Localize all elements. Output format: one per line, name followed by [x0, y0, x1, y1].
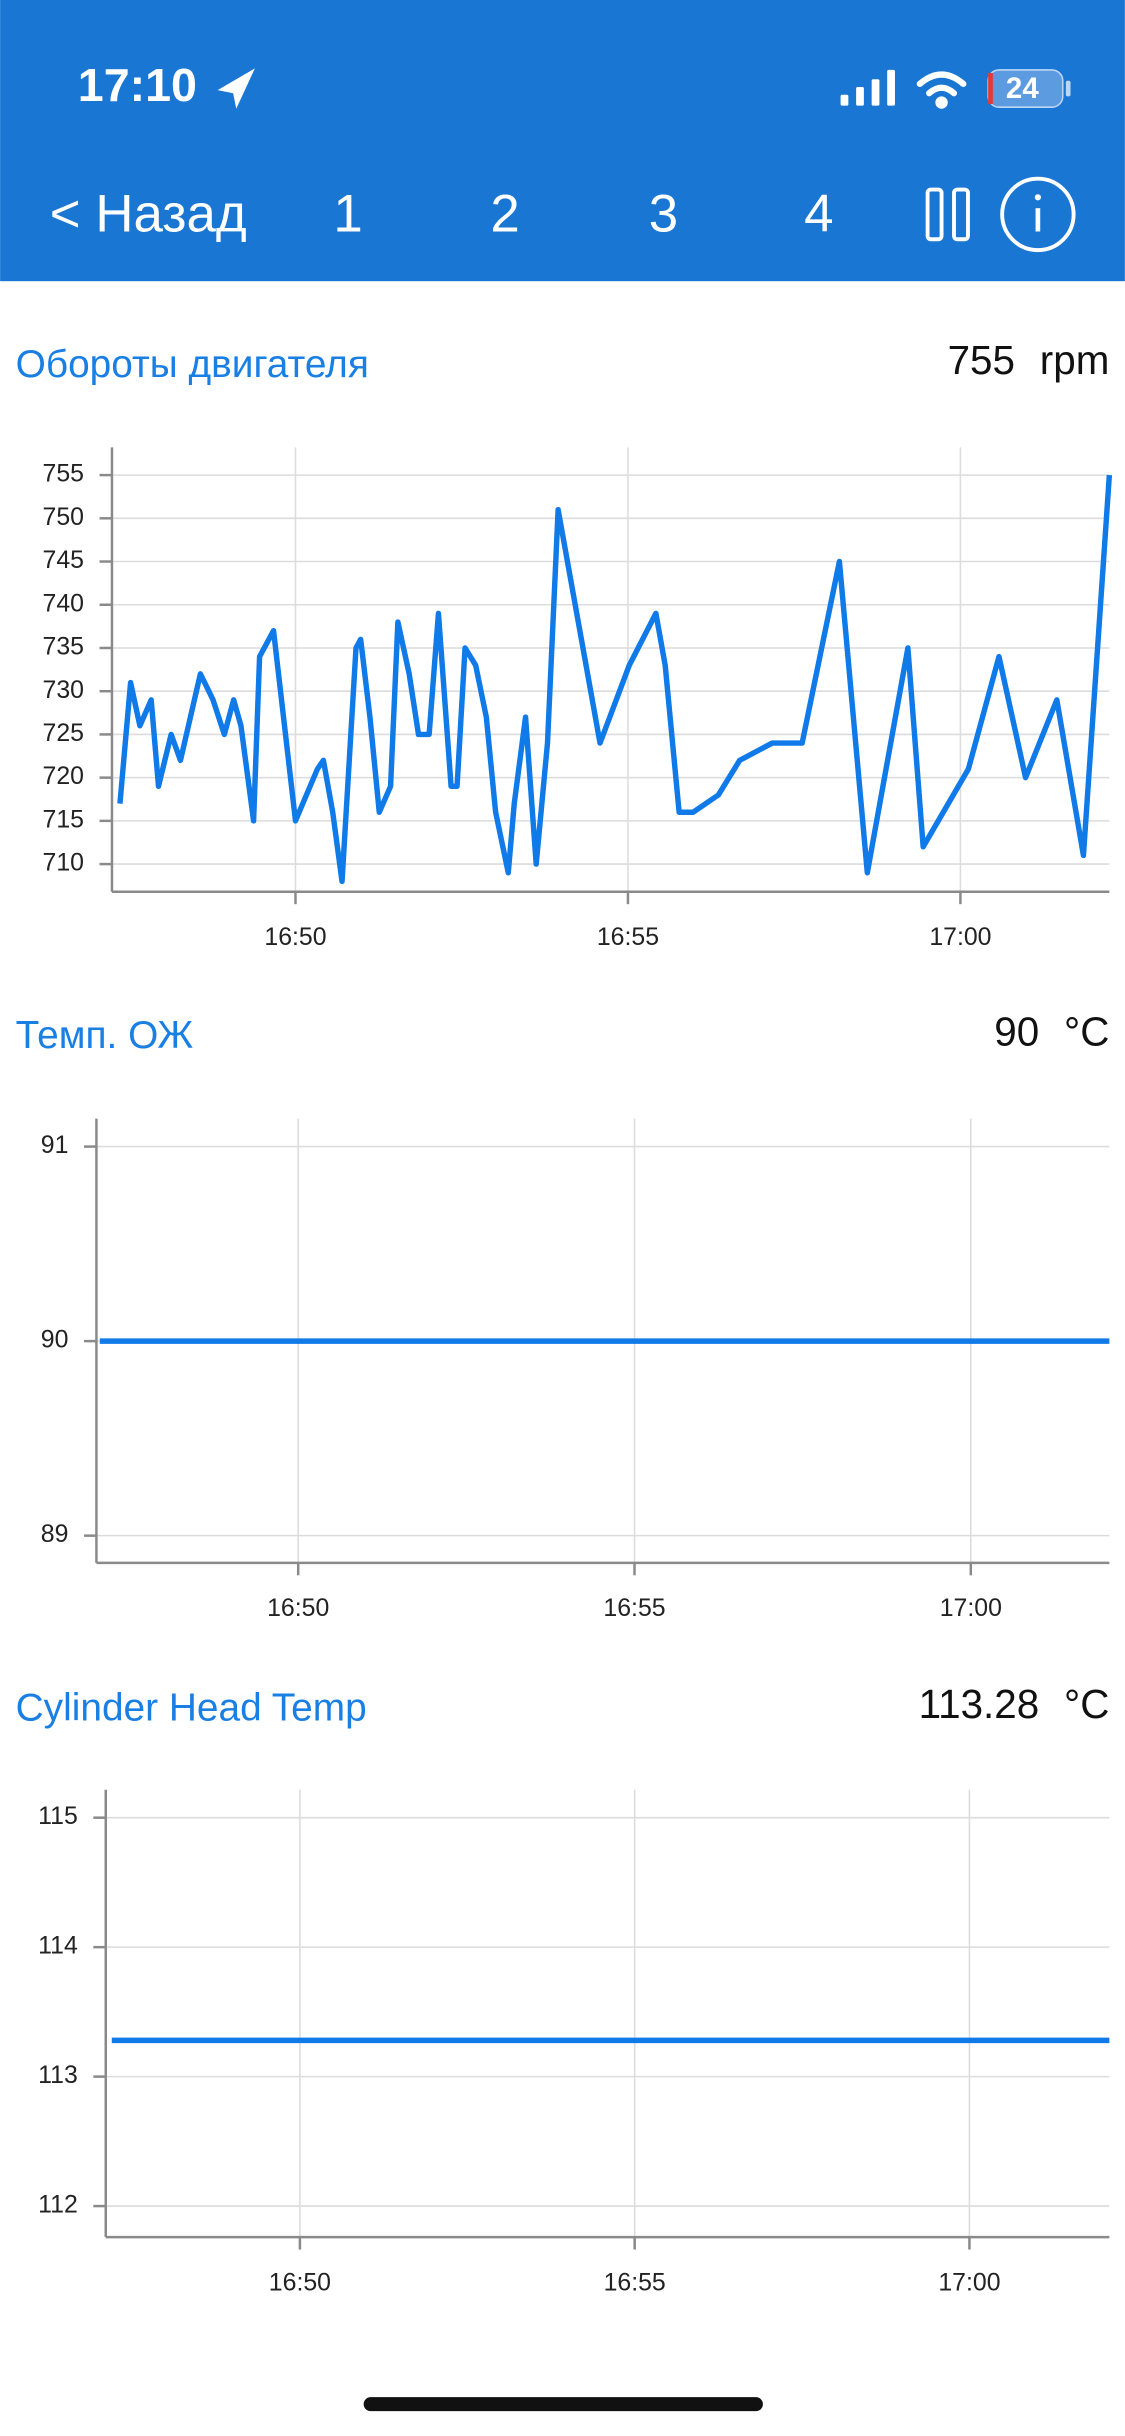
pause-button[interactable]	[925, 187, 970, 242]
y-tick-label: 740	[43, 590, 84, 617]
app-bar	[0, 0, 1125, 282]
y-tick-label: 725	[43, 720, 84, 747]
tab[interactable]: 1	[333, 184, 362, 243]
y-tick-label: 715	[43, 806, 84, 833]
status-time: 17:10	[78, 59, 197, 111]
back-button[interactable]: < Назад	[50, 184, 247, 243]
signal-icon	[840, 69, 895, 106]
x-tick-label: 16:50	[267, 1595, 329, 1622]
location-icon	[217, 68, 255, 109]
x-tick-label: 17:00	[940, 1595, 1002, 1622]
tab[interactable]: 2	[490, 184, 519, 243]
tab[interactable]: 3	[649, 184, 678, 243]
x-tick-label: 16:50	[269, 2269, 331, 2296]
chart-title: Обороты двигателя	[16, 343, 369, 386]
wifi-icon	[916, 71, 967, 109]
y-tick-label: 114	[38, 1933, 78, 1960]
y-tick-label: 89	[41, 1521, 69, 1548]
x-tick-label: 17:00	[929, 924, 991, 951]
tab[interactable]: 4	[804, 184, 833, 243]
current-value: 113.28	[919, 1681, 1040, 1727]
y-tick-label: 720	[43, 763, 84, 790]
y-tick-label: 90	[41, 1327, 69, 1354]
y-tick-label: 112	[38, 2192, 78, 2219]
x-tick-label: 16:55	[597, 924, 659, 951]
y-tick-label: 710	[43, 850, 84, 877]
current-value: 755	[948, 337, 1015, 383]
info-button[interactable]	[1000, 176, 1076, 253]
battery-level	[988, 73, 993, 105]
data-line	[117, 474, 1113, 885]
chart-title: Темп. ОЖ	[16, 1014, 194, 1057]
y-tick-label: 115	[38, 1803, 78, 1830]
y-tick-label: 745	[43, 547, 84, 574]
x-tick-label: 16:55	[604, 2269, 666, 2296]
y-tick-label: 730	[43, 677, 84, 704]
battery-text: 24	[1006, 72, 1039, 105]
y-tick-label: 750	[43, 504, 84, 531]
unit: rpm	[1040, 337, 1110, 383]
y-tick-label: 735	[43, 634, 84, 661]
y-tick-label: 755	[43, 461, 84, 488]
x-tick-label: 16:50	[264, 924, 326, 951]
unit: °C	[1064, 1008, 1109, 1054]
current-value: 90	[994, 1008, 1039, 1054]
home-indicator	[363, 2397, 763, 2412]
chart-title: Cylinder Head Temp	[16, 1687, 367, 1730]
battery-cap	[1065, 80, 1071, 97]
x-tick-label: 16:55	[603, 1595, 665, 1622]
x-tick-label: 17:00	[938, 2269, 1000, 2296]
y-tick-label: 91	[41, 1132, 69, 1159]
unit: °C	[1064, 1681, 1109, 1727]
y-tick-label: 113	[38, 2062, 78, 2089]
